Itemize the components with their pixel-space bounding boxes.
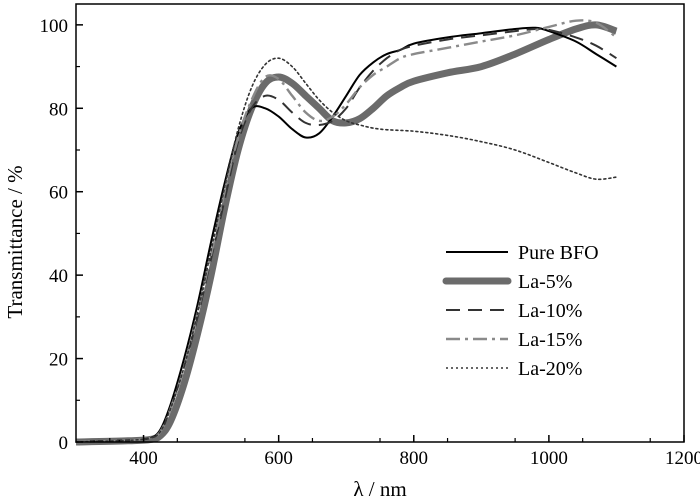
y-tick-label: 60 <box>49 183 68 204</box>
series-line-la-5- <box>75 21 618 446</box>
y-tick-label: 0 <box>59 433 69 454</box>
series-line-pure-bfo <box>75 26 617 443</box>
x-tick-label: 1200 <box>665 448 700 469</box>
tick-group: 400 600 800 1000 1200 0 20 40 60 80 100 <box>40 16 700 469</box>
x-tick-label: 600 <box>264 448 293 469</box>
legend-label: La-10% <box>518 300 582 322</box>
legend-label: Pure BFO <box>518 242 599 264</box>
series-line-la-20- <box>75 57 618 443</box>
plot-area <box>75 19 618 446</box>
legend-label: La-20% <box>518 358 582 380</box>
y-tick-label: 80 <box>49 99 68 120</box>
x-tick-label: 400 <box>129 448 158 469</box>
legend: Pure BFO La-5% La-10% La-15% La-20% <box>442 242 599 380</box>
series-line-la-10- <box>75 27 617 443</box>
x-tick-label: 1000 <box>530 448 568 469</box>
y-axis-title: Transmittance / % <box>3 165 27 318</box>
y-tick-label: 40 <box>49 266 68 287</box>
x-tick-label: 800 <box>400 448 429 469</box>
legend-label: La-5% <box>518 271 572 293</box>
series-line-la-15- <box>75 19 618 444</box>
x-axis-title: λ / nm <box>353 477 406 500</box>
y-tick-label: 20 <box>49 350 68 371</box>
y-tick-label: 100 <box>40 16 69 37</box>
legend-label: La-15% <box>518 329 582 351</box>
